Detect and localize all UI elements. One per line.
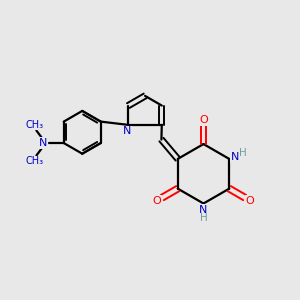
Text: N: N xyxy=(230,152,239,162)
Text: N: N xyxy=(123,126,131,136)
Text: O: O xyxy=(199,115,208,125)
Text: N: N xyxy=(199,205,208,215)
Text: CH₃: CH₃ xyxy=(26,156,44,167)
Text: N: N xyxy=(39,138,48,148)
Text: O: O xyxy=(153,196,161,206)
Text: CH₃: CH₃ xyxy=(26,120,44,130)
Text: H: H xyxy=(239,148,247,158)
Text: H: H xyxy=(200,213,207,224)
Text: O: O xyxy=(245,196,254,206)
